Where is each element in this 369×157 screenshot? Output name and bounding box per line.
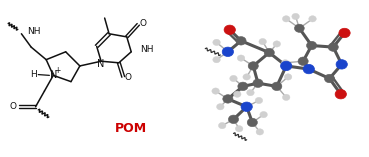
Circle shape xyxy=(217,104,224,110)
Circle shape xyxy=(234,91,241,97)
Circle shape xyxy=(235,126,243,132)
Circle shape xyxy=(212,88,220,94)
Text: O: O xyxy=(125,73,132,82)
Circle shape xyxy=(253,79,263,87)
Circle shape xyxy=(309,16,316,22)
Circle shape xyxy=(213,39,220,46)
Text: N: N xyxy=(97,59,105,69)
Circle shape xyxy=(213,57,220,63)
Text: N: N xyxy=(49,70,57,80)
Circle shape xyxy=(292,13,299,20)
Circle shape xyxy=(303,64,314,74)
Circle shape xyxy=(284,74,292,80)
Circle shape xyxy=(255,97,263,104)
Circle shape xyxy=(324,74,335,83)
Circle shape xyxy=(218,122,226,129)
Circle shape xyxy=(228,115,239,124)
Circle shape xyxy=(282,60,289,66)
Circle shape xyxy=(260,111,268,118)
Circle shape xyxy=(339,28,350,38)
Circle shape xyxy=(224,25,235,35)
Circle shape xyxy=(298,57,308,65)
Circle shape xyxy=(328,43,338,51)
Circle shape xyxy=(223,95,233,103)
Circle shape xyxy=(246,89,254,96)
Circle shape xyxy=(272,82,282,91)
Circle shape xyxy=(335,89,346,99)
Text: H: H xyxy=(30,70,37,79)
Text: O: O xyxy=(10,102,17,111)
Circle shape xyxy=(336,60,347,69)
Circle shape xyxy=(247,118,258,127)
Circle shape xyxy=(294,24,304,32)
Circle shape xyxy=(256,129,263,135)
Circle shape xyxy=(243,74,251,80)
Circle shape xyxy=(282,16,290,22)
Circle shape xyxy=(282,94,290,100)
Circle shape xyxy=(236,37,246,45)
Circle shape xyxy=(241,102,252,111)
Text: NH: NH xyxy=(141,45,154,54)
Text: POM: POM xyxy=(115,122,147,135)
Circle shape xyxy=(237,55,245,61)
Circle shape xyxy=(259,38,266,45)
Circle shape xyxy=(222,47,234,57)
Circle shape xyxy=(230,75,237,82)
Text: +: + xyxy=(54,66,61,75)
Circle shape xyxy=(264,48,274,57)
Text: NH: NH xyxy=(28,27,41,36)
Circle shape xyxy=(307,41,317,50)
Circle shape xyxy=(273,41,280,47)
Text: O: O xyxy=(140,19,147,28)
Circle shape xyxy=(248,62,258,70)
Circle shape xyxy=(280,61,292,71)
Circle shape xyxy=(238,82,248,91)
